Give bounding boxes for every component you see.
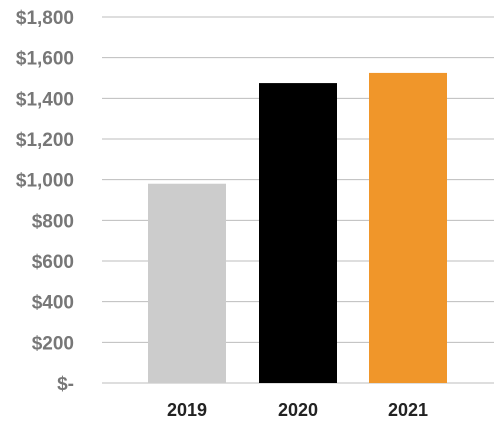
x-axis-ticks: 2019 2020 2021 <box>167 400 428 420</box>
y-tick-label: $1,800 <box>16 8 74 29</box>
y-tick-label: $600 <box>32 252 74 273</box>
y-tick-label: $800 <box>32 211 74 232</box>
y-tick-label: $1,600 <box>16 49 74 70</box>
x-tick-label-2021: 2021 <box>388 400 428 420</box>
bar-2020 <box>259 83 337 383</box>
y-axis-ticks: $- $200 $400 $600 $800 $1,000 $1,200 $1,400 $1,6… <box>16 8 74 395</box>
y-tick-label: $1,200 <box>16 130 74 151</box>
y-tick-label: $1,400 <box>16 89 74 110</box>
y-tick-label: $1,000 <box>16 171 74 192</box>
x-tick-label-2019: 2019 <box>167 400 207 420</box>
x-tick-label-2020: 2020 <box>278 400 318 420</box>
bar-2019 <box>148 183 226 383</box>
bar-2021 <box>369 72 447 384</box>
bars <box>148 72 447 384</box>
y-tick-label: $400 <box>32 293 74 314</box>
y-tick-label: $- <box>57 374 74 395</box>
y-tick-label: $200 <box>32 333 74 354</box>
